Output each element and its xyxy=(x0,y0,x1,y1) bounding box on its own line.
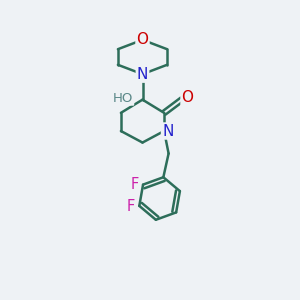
Text: N: N xyxy=(162,124,173,139)
Text: F: F xyxy=(127,199,135,214)
Text: F: F xyxy=(130,176,139,191)
Text: N: N xyxy=(137,67,148,82)
Text: HO: HO xyxy=(113,92,133,105)
Text: O: O xyxy=(136,32,148,47)
Text: O: O xyxy=(182,90,194,105)
